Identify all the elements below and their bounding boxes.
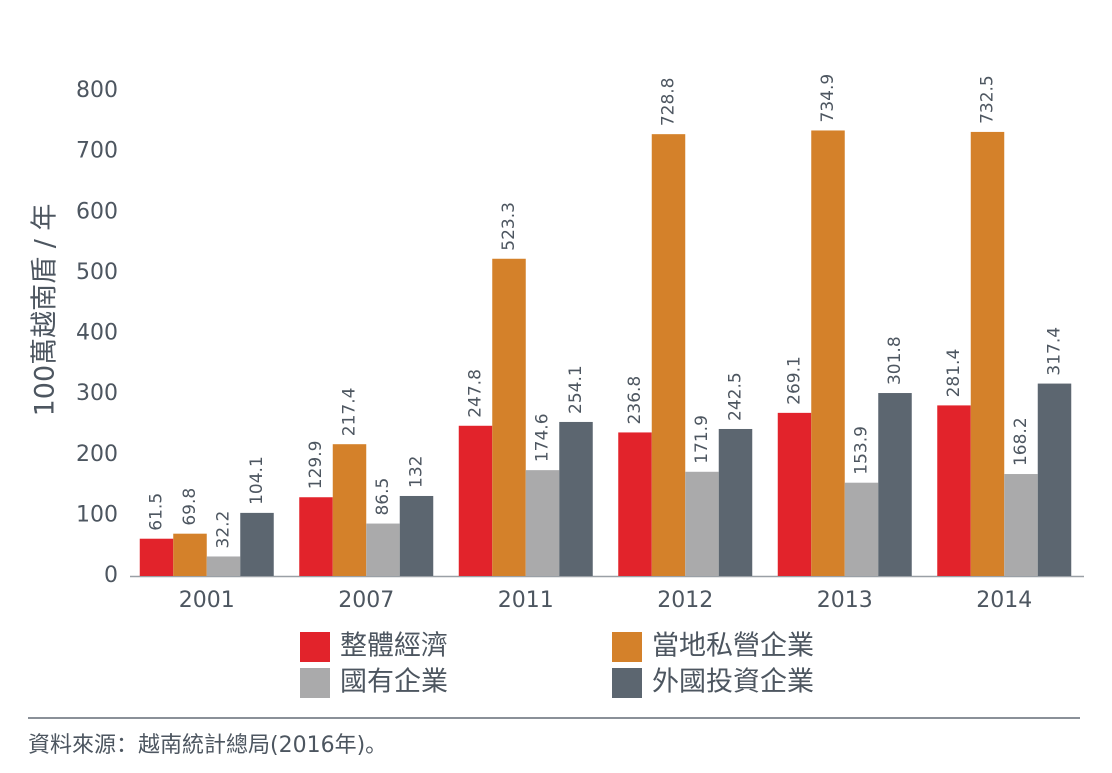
bar bbox=[399, 495, 434, 576]
x-tick-label: 2012 bbox=[657, 588, 713, 613]
value-label: 732.5 bbox=[978, 75, 998, 124]
bar bbox=[525, 470, 560, 576]
bar bbox=[139, 538, 174, 576]
legend-swatch bbox=[612, 632, 642, 662]
legend-label: 當地私營企業 bbox=[652, 631, 814, 662]
y-tick-label: 0 bbox=[104, 563, 118, 588]
value-label: 236.8 bbox=[625, 376, 645, 425]
bar bbox=[366, 523, 400, 576]
legend-label: 整體經濟 bbox=[340, 631, 448, 662]
value-label: 728.8 bbox=[659, 77, 679, 126]
x-tick-label: 2001 bbox=[179, 588, 235, 613]
y-tick-label: 200 bbox=[76, 442, 118, 467]
value-label: 269.1 bbox=[785, 356, 805, 405]
source: 資料來源：越南統計總局(2016年)。 bbox=[28, 733, 387, 758]
bar bbox=[618, 432, 652, 576]
x-tick-label: 2013 bbox=[817, 588, 873, 613]
bar bbox=[332, 444, 367, 576]
bar bbox=[1004, 474, 1038, 576]
bar bbox=[718, 428, 753, 576]
value-label: 168.2 bbox=[1011, 417, 1031, 466]
bar bbox=[878, 393, 912, 576]
value-label: 129.9 bbox=[306, 441, 326, 490]
bar bbox=[777, 412, 812, 576]
bar bbox=[492, 258, 526, 576]
value-label: 317.4 bbox=[1045, 327, 1065, 376]
x-tick-label: 2007 bbox=[338, 588, 394, 613]
bar bbox=[173, 533, 207, 576]
y-axis-label: 100萬越南盾 / 年 bbox=[30, 204, 61, 417]
value-label: 104.1 bbox=[247, 456, 267, 505]
y-tick-label: 500 bbox=[76, 260, 118, 285]
value-label: 217.4 bbox=[340, 388, 360, 437]
value-label: 132 bbox=[407, 456, 427, 488]
value-label: 254.1 bbox=[566, 365, 586, 414]
y-tick-label: 600 bbox=[76, 199, 118, 224]
bar bbox=[559, 421, 593, 576]
legend-swatch bbox=[300, 632, 330, 662]
bar bbox=[458, 425, 493, 576]
bar bbox=[299, 497, 333, 576]
x-tick-label: 2014 bbox=[976, 588, 1032, 613]
y-tick-label: 800 bbox=[76, 78, 118, 103]
value-label: 32.2 bbox=[214, 511, 234, 549]
value-label: 734.9 bbox=[818, 74, 838, 123]
bar bbox=[811, 130, 845, 577]
bar bbox=[240, 512, 274, 576]
bar bbox=[1037, 383, 1072, 576]
bar bbox=[685, 471, 719, 576]
value-label: 242.5 bbox=[726, 372, 746, 421]
y-tick-label: 100 bbox=[76, 502, 118, 527]
bar bbox=[970, 131, 1005, 576]
bar bbox=[651, 134, 686, 577]
value-label: 69.8 bbox=[180, 488, 200, 526]
y-tick-label: 700 bbox=[76, 139, 118, 164]
bar bbox=[206, 556, 241, 576]
value-label: 523.3 bbox=[499, 202, 519, 251]
bar bbox=[937, 405, 971, 576]
value-label: 174.6 bbox=[533, 413, 553, 462]
value-label: 281.4 bbox=[944, 349, 964, 398]
value-label: 171.9 bbox=[692, 415, 712, 464]
value-label: 86.5 bbox=[373, 478, 393, 516]
x-tick-label: 2011 bbox=[498, 588, 554, 613]
value-label: 247.8 bbox=[466, 369, 486, 418]
value-label: 153.9 bbox=[852, 426, 872, 475]
legend-label: 國有企業 bbox=[340, 667, 448, 698]
bar bbox=[844, 482, 879, 576]
value-label: 301.8 bbox=[885, 336, 905, 385]
y-tick-label: 300 bbox=[76, 381, 118, 406]
value-label: 61.5 bbox=[147, 493, 167, 531]
legend-label: 外國投資企業 bbox=[652, 667, 814, 698]
legend-swatch bbox=[300, 668, 330, 698]
y-tick-label: 400 bbox=[76, 321, 118, 346]
legend-swatch bbox=[612, 668, 642, 698]
